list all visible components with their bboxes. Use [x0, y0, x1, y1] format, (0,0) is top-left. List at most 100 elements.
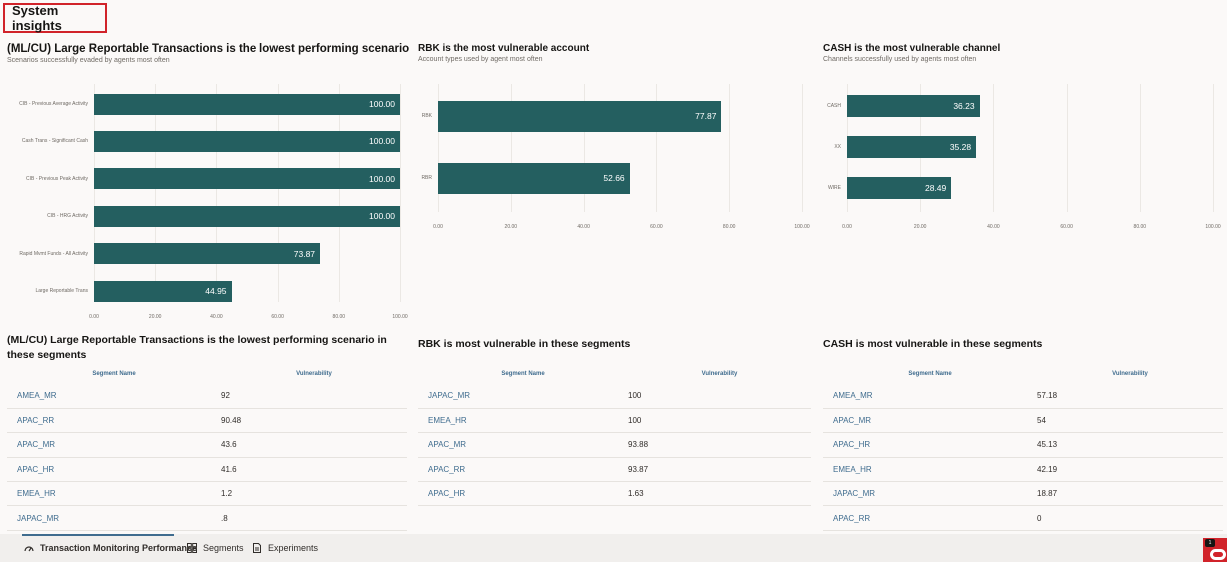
table-row[interactable]: AMEA_MR 57.18 — [823, 384, 1223, 409]
table-row[interactable]: APAC_RR 93.87 — [418, 457, 811, 483]
segment-name-cell[interactable]: JAPAC_MR — [823, 481, 1037, 507]
vulnerability-cell: 100 — [628, 384, 811, 409]
bar[interactable]: 77.87 — [438, 100, 722, 132]
segment-name-header[interactable]: Segment Name — [501, 371, 545, 377]
vulnerability-header[interactable]: Vulnerability — [701, 371, 738, 377]
category-label: Large Reportable Trans — [35, 288, 88, 294]
bar[interactable]: 36.23 — [847, 95, 980, 117]
vulnerability-cell: 93.88 — [628, 432, 811, 458]
scenario-panel-header: (ML/CU) Large Reportable Transactions is… — [7, 43, 409, 64]
notification-badge: 1 — [1205, 539, 1215, 547]
bar[interactable]: 100.00 — [94, 205, 400, 227]
segment-name-cell[interactable]: APAC_MR — [823, 408, 1037, 434]
vulnerability-cell: 45.13 — [1037, 432, 1223, 458]
segment-name-cell[interactable]: APAC_RR — [7, 408, 221, 434]
table-row[interactable]: APAC_MR 93.88 — [418, 432, 811, 458]
bar[interactable]: 100.00 — [94, 130, 400, 152]
gridline — [1213, 84, 1214, 212]
tab-segments[interactable]: Segments — [187, 534, 244, 562]
category-label: CIB - Previous Peak Activity — [26, 175, 88, 182]
segment-name-header[interactable]: Segment Name — [908, 371, 952, 377]
gridline — [1139, 84, 1141, 212]
x-tick-label: 40.00 — [987, 224, 1000, 230]
x-tick-label: 40.00 — [577, 224, 590, 230]
vulnerability-cell: 54 — [1037, 408, 1223, 434]
segment-name-cell[interactable]: JAPAC_MR — [7, 505, 221, 531]
bar[interactable]: 28.49 — [847, 177, 952, 199]
page-title: System insights — [12, 3, 62, 33]
bar[interactable]: 52.66 — [438, 162, 630, 194]
vulnerability-cell: 0 — [1037, 505, 1223, 531]
segment-name-cell[interactable]: EMEA_HR — [7, 481, 221, 507]
segment-name-cell[interactable]: AMEA_MR — [7, 384, 221, 409]
table-header-row: Segment Name Vulnerability — [823, 364, 1223, 384]
x-tick-label: 80.00 — [722, 224, 736, 230]
segment-name-cell[interactable]: APAC_HR — [823, 432, 1037, 458]
gridline — [277, 84, 279, 302]
scenario-segments-table: Segment Name Vulnerability AMEA_MR 92 APAC… — [7, 364, 407, 531]
segment-name-cell[interactable]: APAC_MR — [418, 432, 628, 458]
channel-panel-title: CASH is the most vulnerable channel — [823, 43, 1001, 54]
segment-name-header[interactable]: Segment Name — [92, 371, 136, 377]
segment-name-cell[interactable]: EMEA_HR — [823, 457, 1037, 483]
x-tick-label: 20.00 — [148, 314, 162, 320]
gridline — [656, 84, 658, 212]
segment-name-cell[interactable]: APAC_RR — [418, 457, 628, 483]
x-tick-label: 100.00 — [392, 314, 408, 320]
table-row[interactable]: AMEA_MR 92 — [7, 384, 407, 409]
bar[interactable]: 35.28 — [847, 136, 977, 158]
segment-name-cell[interactable]: APAC_HR — [418, 481, 628, 507]
table-row[interactable]: APAC_MR 43.6 — [7, 432, 407, 458]
table-row[interactable]: APAC_RR 90.48 — [7, 408, 407, 434]
table-row[interactable]: EMEA_HR 42.19 — [823, 457, 1223, 483]
table-row[interactable]: APAC_HR 41.6 — [7, 457, 407, 483]
segment-name-cell[interactable]: EMEA_HR — [418, 408, 628, 434]
bar[interactable]: 100.00 — [94, 168, 400, 190]
table-row[interactable]: APAC_MR 54 — [823, 408, 1223, 434]
segment-name-cell[interactable]: JAPAC_MR — [418, 384, 628, 409]
x-tick-label: 0.00 — [89, 314, 99, 320]
channel-bar-chart: 0.00 20.00 40.00 60.00 80.00 100.00 36.23 CASH 3… — [827, 84, 1221, 230]
segment-name-cell[interactable]: APAC_RR — [823, 505, 1037, 531]
tab-transaction-monitoring-performance[interactable]: Transaction Monitoring Performance — [24, 534, 197, 562]
table-row[interactable]: JAPAC_MR 100 — [418, 384, 811, 409]
x-tick-label: 60.00 — [650, 224, 663, 230]
page-header: System insights — [3, 3, 107, 33]
segment-name-cell[interactable]: AMEA_MR — [823, 384, 1037, 409]
x-tick-label: 100.00 — [1205, 224, 1221, 230]
table-row[interactable]: EMEA_HR 100 — [418, 408, 811, 434]
oracle-assistant-icon[interactable]: 1 — [1203, 538, 1227, 562]
table-row[interactable]: JAPAC_MR .8 — [7, 505, 407, 531]
active-tab-indicator — [22, 534, 174, 536]
category-label: XX — [834, 144, 841, 150]
account-panel-subtitle: Account types used by agent most often — [418, 56, 543, 63]
vulnerability-header[interactable]: Vulnerability — [1112, 371, 1148, 377]
table-row[interactable]: APAC_HR 1.63 — [418, 481, 811, 507]
table-row[interactable]: JAPAC_MR 18.87 — [823, 481, 1223, 507]
tab-experiments[interactable]: Experiments — [252, 534, 318, 562]
x-tick-label: 60.00 — [1060, 224, 1073, 230]
gridline — [729, 84, 731, 212]
table-row[interactable]: APAC_HR 45.13 — [823, 432, 1223, 458]
category-label: Rapid Mvmt Funds - All Activity — [19, 250, 88, 257]
vulnerability-cell: 43.6 — [221, 432, 407, 458]
category-label: CASH — [827, 103, 841, 109]
vulnerability-cell: 41.6 — [221, 457, 407, 483]
segment-name-cell[interactable]: APAC_HR — [7, 457, 221, 483]
category-label: RBK — [421, 113, 432, 119]
gridline — [802, 84, 803, 212]
vulnerability-cell: 90.48 — [221, 408, 407, 434]
table-row[interactable]: APAC_RR 0 — [823, 505, 1223, 531]
segment-name-cell[interactable]: APAC_MR — [7, 432, 221, 458]
gridline — [583, 84, 585, 212]
table-row[interactable]: EMEA_HR 1.2 — [7, 481, 407, 507]
bar[interactable]: 73.87 — [94, 243, 321, 265]
bar[interactable]: 100.00 — [94, 93, 400, 115]
bar[interactable]: 44.95 — [94, 280, 232, 302]
vulnerability-header[interactable]: Vulnerability — [296, 371, 332, 377]
category-label: CIB - HRG Activity — [47, 213, 88, 220]
category-label: WIRE — [827, 185, 841, 191]
account-panel-title: RBK is the most vulnerable account — [418, 43, 590, 54]
gridline — [94, 84, 95, 302]
vulnerability-cell: 18.87 — [1037, 481, 1223, 507]
